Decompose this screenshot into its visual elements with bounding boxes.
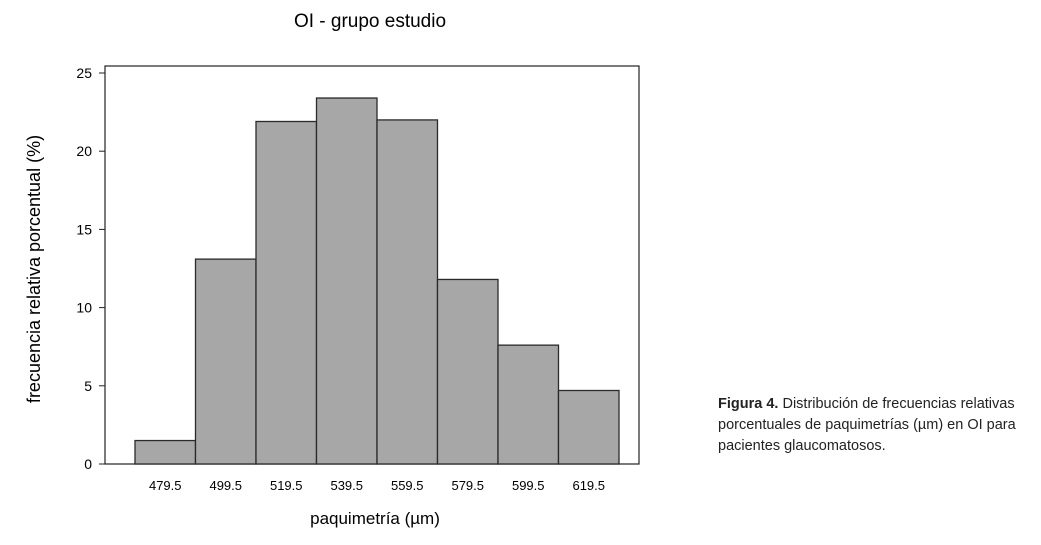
y-tick-label: 5 [84, 378, 92, 394]
bar-539.5 [315, 97, 378, 465]
bar-619.5 [557, 389, 620, 465]
bar-559.5 [376, 119, 439, 465]
bars [134, 97, 620, 465]
y-axis-label: frecuencia relativa porcentual (%) [24, 135, 44, 403]
y-tick-label: 25 [76, 65, 92, 81]
x-tick-label: 559.5 [391, 478, 424, 493]
x-tick-label: 499.5 [209, 478, 242, 493]
y-axis-ticks: 0 5 10 15 20 25 [76, 65, 105, 472]
x-tick-label: 479.5 [149, 478, 182, 493]
y-tick-label: 10 [76, 300, 92, 316]
y-tick-label: 0 [84, 456, 92, 472]
x-tick-label: 599.5 [512, 478, 545, 493]
bar-479.5 [134, 439, 197, 465]
x-axis-label: paquimetría (µm) [310, 509, 440, 528]
caption-text: Distribución de frecuencias relativas po… [718, 396, 1016, 454]
y-tick-label: 20 [76, 143, 92, 159]
bar-579.5 [436, 278, 499, 465]
chart-title: OI - grupo estudio [294, 11, 446, 32]
x-tick-label: 539.5 [330, 478, 363, 493]
caption-lead: Figura 4. [718, 396, 779, 412]
bar-599.5 [497, 344, 560, 465]
bar-499.5 [194, 258, 257, 465]
x-tick-label: 519.5 [270, 478, 303, 493]
figure-caption: Figura 4. Distribución de frecuencias re… [718, 394, 1028, 457]
x-tick-label: 619.5 [572, 478, 605, 493]
x-tick-label: 579.5 [451, 478, 484, 493]
y-tick-label: 15 [76, 221, 92, 237]
x-axis-ticks: 479.5 499.5 519.5 539.5 559.5 579.5 599.5 619.5 [149, 478, 605, 493]
bar-519.5 [255, 120, 318, 465]
